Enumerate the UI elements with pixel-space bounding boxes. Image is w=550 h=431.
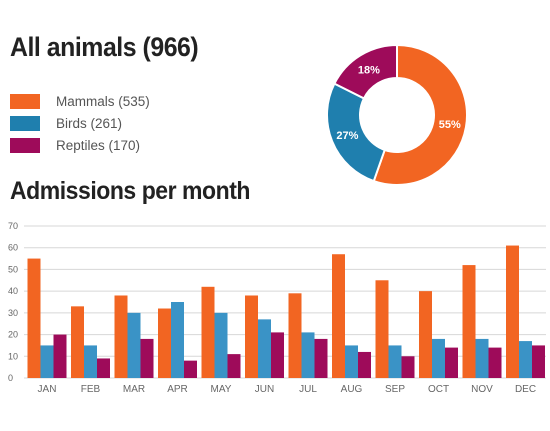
bar-mammals-jun <box>245 295 258 378</box>
bar-reptiles-may <box>227 354 241 378</box>
y-tick-label: 70 <box>8 221 18 231</box>
x-tick-label: DEC <box>515 384 536 395</box>
bar-birds-mar <box>127 312 141 378</box>
chart-title-all-animals: All animals (966) <box>10 32 199 62</box>
donut-slice-reptiles <box>333 43 398 100</box>
bar-mammals-jul <box>288 293 302 378</box>
donut-slice-birds <box>326 82 386 183</box>
x-tick-label: MAY <box>211 384 232 395</box>
bar-reptiles-apr <box>184 360 197 378</box>
bar-mammals-dec <box>506 245 519 378</box>
bar-birds-jul <box>301 332 315 378</box>
bar-birds-sep <box>388 345 402 378</box>
bar-mammals-nov <box>462 265 476 378</box>
bar-mammals-feb <box>71 306 84 378</box>
bar-mammals-sep <box>375 280 389 378</box>
bar-reptiles-oct <box>445 347 458 378</box>
donut-chart: 55% 27% 18% <box>326 43 468 186</box>
bar-mammals-may <box>201 286 215 378</box>
y-tick-label: 40 <box>8 286 18 296</box>
legend-item-mammals: Mammals (535) <box>10 90 150 112</box>
y-tick-label: 20 <box>8 330 18 340</box>
donut-label-mammals: 55% <box>439 119 461 131</box>
legend-item-reptiles: Reptiles (170) <box>10 134 150 156</box>
x-tick-label: NOV <box>471 384 493 395</box>
y-tick-label: 60 <box>8 243 18 253</box>
bar-reptiles-feb <box>97 358 110 378</box>
bar-birds-apr <box>171 302 184 378</box>
x-tick-label: OCT <box>428 384 449 395</box>
bar-mammals-oct <box>419 291 432 378</box>
x-tick-label: FEB <box>81 384 101 395</box>
y-tick-label: 30 <box>8 308 18 318</box>
x-tick-label: JUL <box>299 384 317 395</box>
legend-swatch-reptiles <box>10 137 40 153</box>
legend-label: Reptiles (170) <box>56 137 141 153</box>
bar-birds-may <box>214 312 228 378</box>
legend-label: Birds (261) <box>56 115 123 131</box>
bar-mammals-jan <box>27 258 41 378</box>
bar-birds-dec <box>519 341 532 378</box>
legend-item-birds: Birds (261) <box>10 112 150 134</box>
x-tick-label: JAN <box>38 384 57 395</box>
bar-birds-nov <box>475 338 489 378</box>
legend-label: Mammals (535) <box>56 93 150 109</box>
bar-birds-aug <box>345 345 358 378</box>
bar-reptiles-mar <box>140 338 154 378</box>
x-tick-label: SEP <box>385 384 405 395</box>
bar-reptiles-jan <box>53 334 67 378</box>
chart-title-admissions: Admissions per month <box>10 177 251 205</box>
bar-reptiles-nov <box>488 347 502 378</box>
x-tick-label: JUN <box>255 384 274 395</box>
x-tick-label: MAR <box>123 384 145 395</box>
bar-reptiles-jul <box>314 338 328 378</box>
donut-label-birds: 27% <box>336 130 358 142</box>
bar-mammals-aug <box>332 254 345 378</box>
y-tick-label: 10 <box>8 351 18 361</box>
bar-reptiles-dec <box>532 345 545 378</box>
donut-slice-mammals <box>372 43 468 186</box>
x-tick-label: AUG <box>341 384 363 395</box>
legend-swatch-birds <box>10 115 40 131</box>
x-tick-label: APR <box>167 384 188 395</box>
y-tick-label: 50 <box>8 264 18 274</box>
bar-mammals-apr <box>158 308 171 378</box>
bar-reptiles-jun <box>271 332 284 378</box>
bar-birds-jan <box>40 345 54 378</box>
y-tick-label: 0 <box>8 373 13 383</box>
bar-reptiles-aug <box>358 351 371 378</box>
bar-birds-oct <box>432 338 445 378</box>
legend-swatch-mammals <box>10 93 40 109</box>
bar-reptiles-sep <box>401 356 415 378</box>
bar-birds-feb <box>84 345 97 378</box>
bar-mammals-mar <box>114 295 128 378</box>
legend: Mammals (535) Birds (261) Reptiles (170) <box>10 90 150 156</box>
donut-label-reptiles: 18% <box>358 64 380 76</box>
bar-birds-jun <box>258 319 271 378</box>
